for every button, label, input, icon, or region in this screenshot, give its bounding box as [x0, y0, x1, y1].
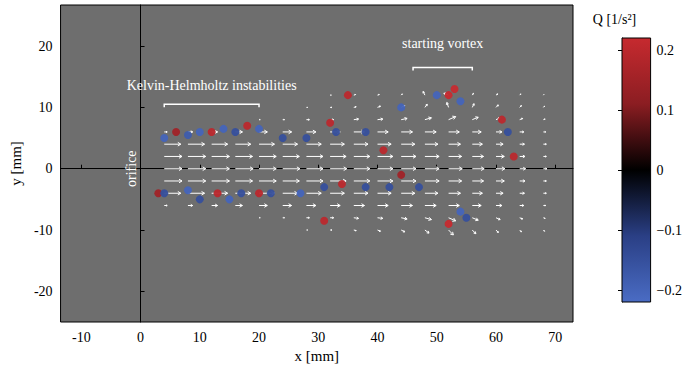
- svg-text:10: 10: [39, 100, 53, 115]
- svg-text:10: 10: [193, 330, 207, 345]
- svg-text:-10: -10: [72, 330, 91, 345]
- svg-text:starting vortex: starting vortex: [402, 36, 483, 51]
- svg-text:-20: -20: [34, 284, 53, 299]
- svg-text:60: 60: [489, 330, 503, 345]
- svg-text:Kelvin-Helmholtz instabilities: Kelvin-Helmholtz instabilities: [127, 78, 297, 93]
- svg-text:orifice: orifice: [124, 150, 139, 187]
- svg-text:0.1: 0.1: [657, 103, 675, 118]
- svg-text:0.2: 0.2: [657, 43, 675, 58]
- svg-text:Q [1/s²]: Q [1/s²]: [593, 12, 636, 27]
- svg-text:50: 50: [430, 330, 444, 345]
- svg-text:40: 40: [371, 330, 385, 345]
- svg-text:0: 0: [46, 161, 53, 176]
- svg-text:70: 70: [548, 330, 562, 345]
- svg-text:0: 0: [657, 163, 664, 178]
- svg-text:y [mm]: y [mm]: [8, 141, 24, 186]
- svg-text:-10: -10: [34, 223, 53, 238]
- svg-text:x [mm]: x [mm]: [294, 348, 339, 364]
- svg-text:20: 20: [252, 330, 266, 345]
- svg-text:20: 20: [39, 39, 53, 54]
- svg-text:30: 30: [311, 330, 325, 345]
- svg-text:0: 0: [137, 330, 144, 345]
- svg-text:−0.2: −0.2: [657, 283, 682, 298]
- svg-text:−0.1: −0.1: [657, 223, 682, 238]
